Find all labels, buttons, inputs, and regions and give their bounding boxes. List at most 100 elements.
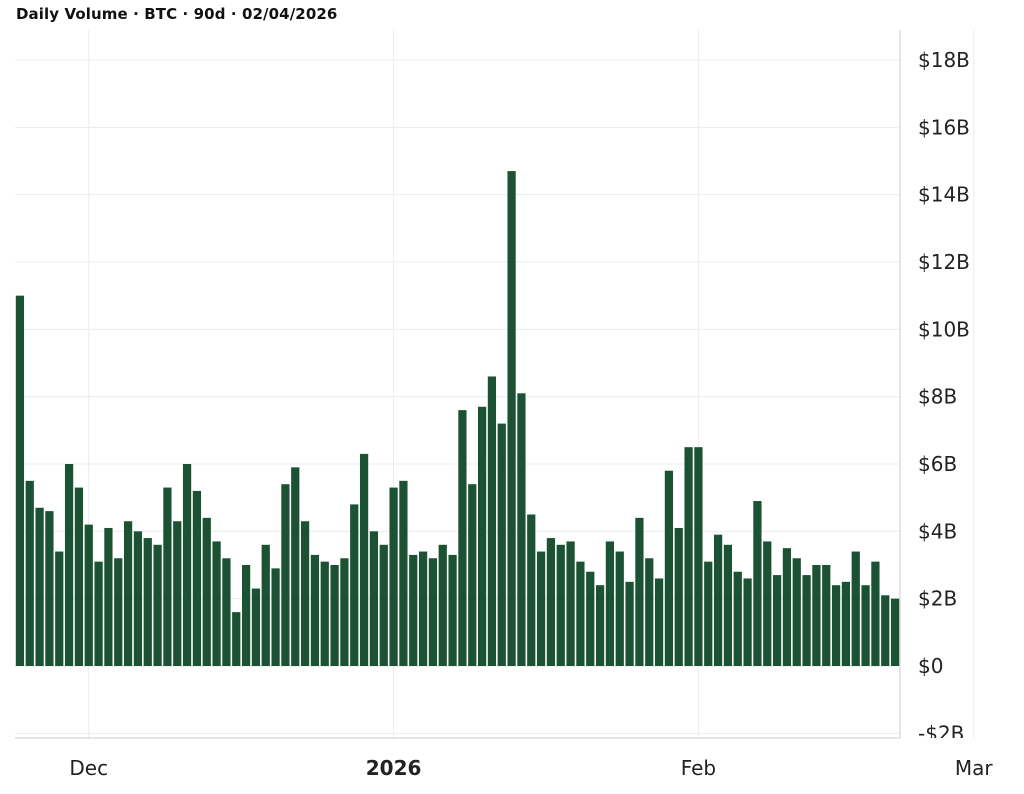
bar	[153, 544, 162, 666]
bar	[713, 534, 723, 666]
bar	[556, 544, 565, 666]
bar	[74, 487, 84, 666]
bar	[448, 554, 457, 666]
bar	[163, 487, 172, 666]
bar	[25, 480, 34, 666]
y-tick-label: $8B	[918, 385, 957, 409]
bar	[104, 527, 113, 666]
bar	[841, 581, 851, 666]
y-tick-label: $6B	[918, 452, 957, 476]
bar	[340, 558, 349, 666]
bar	[15, 295, 25, 666]
bar	[890, 598, 900, 666]
x-tick-labels: Dec2026FebMarApr	[69, 756, 994, 780]
bar	[497, 423, 506, 666]
x-tick-label: Feb	[681, 756, 716, 780]
bar	[871, 561, 880, 666]
bar	[310, 554, 320, 666]
bar	[595, 585, 605, 666]
bar	[173, 521, 182, 666]
bar	[654, 578, 664, 666]
bar	[605, 541, 615, 666]
y-tick-label: $18B	[918, 48, 970, 72]
bar	[507, 171, 516, 666]
bar	[399, 480, 408, 666]
bar	[291, 467, 300, 666]
bar	[674, 527, 683, 666]
bar	[350, 504, 359, 666]
bar	[802, 575, 811, 666]
bar	[35, 507, 44, 666]
bar	[468, 484, 477, 666]
bar	[517, 393, 526, 666]
bar	[635, 517, 644, 666]
chart-title: Daily Volume · BTC · 90d · 02/04/2026	[16, 5, 338, 23]
bar	[300, 521, 310, 666]
bar	[418, 551, 428, 666]
bar-series	[15, 171, 900, 666]
bar	[586, 571, 595, 666]
y-tick-label: $4B	[918, 519, 957, 543]
bar	[123, 521, 133, 666]
bar	[379, 544, 388, 666]
bar	[94, 561, 103, 666]
bar	[782, 548, 792, 666]
bar	[330, 565, 339, 666]
bar	[625, 581, 634, 666]
bar	[438, 544, 447, 666]
y-tick-label: $10B	[918, 317, 970, 341]
bar	[55, 551, 64, 666]
bar	[261, 544, 270, 666]
y-tick-labels: $18B $16B $14B $12B $10B $8B $6B $4B $2B $0 -$2B	[918, 48, 970, 745]
bar	[792, 558, 801, 666]
bar	[851, 551, 860, 666]
y-tick-label: $2B	[918, 587, 957, 611]
bar	[232, 612, 241, 666]
bar	[645, 558, 654, 666]
bar	[861, 585, 870, 666]
bar	[664, 470, 674, 666]
y-tick-label: $12B	[918, 250, 970, 274]
y-tick-label: -$2B	[918, 721, 964, 745]
bar	[822, 565, 831, 666]
bar	[694, 447, 703, 666]
bar	[743, 578, 752, 666]
bar	[222, 558, 231, 666]
bar	[704, 561, 713, 666]
bar	[812, 565, 821, 666]
bar	[133, 531, 143, 666]
bar	[182, 464, 192, 666]
bar	[271, 568, 280, 666]
bar	[212, 541, 221, 666]
bar	[241, 565, 251, 666]
bar	[143, 538, 152, 666]
bar	[723, 544, 733, 666]
bar	[281, 484, 290, 666]
bar	[192, 490, 202, 666]
bar	[369, 531, 379, 666]
y-tick-label: $16B	[918, 115, 970, 139]
bar	[772, 575, 782, 666]
bar	[536, 551, 546, 666]
bar	[546, 538, 556, 666]
bar	[831, 585, 841, 666]
bar	[45, 511, 54, 666]
bar	[527, 514, 536, 666]
bar	[428, 558, 438, 666]
bar	[409, 554, 418, 666]
x-tick-label: Mar	[955, 756, 994, 780]
bar	[733, 571, 742, 666]
bar	[566, 541, 575, 666]
bar	[487, 376, 497, 666]
bar	[84, 524, 93, 666]
x-tick-label: Dec	[69, 756, 108, 780]
bar	[251, 588, 261, 666]
bar	[615, 551, 624, 666]
bar	[320, 561, 329, 666]
bar	[684, 447, 693, 666]
bar	[458, 410, 467, 666]
bar	[389, 487, 398, 666]
bar	[763, 541, 772, 666]
